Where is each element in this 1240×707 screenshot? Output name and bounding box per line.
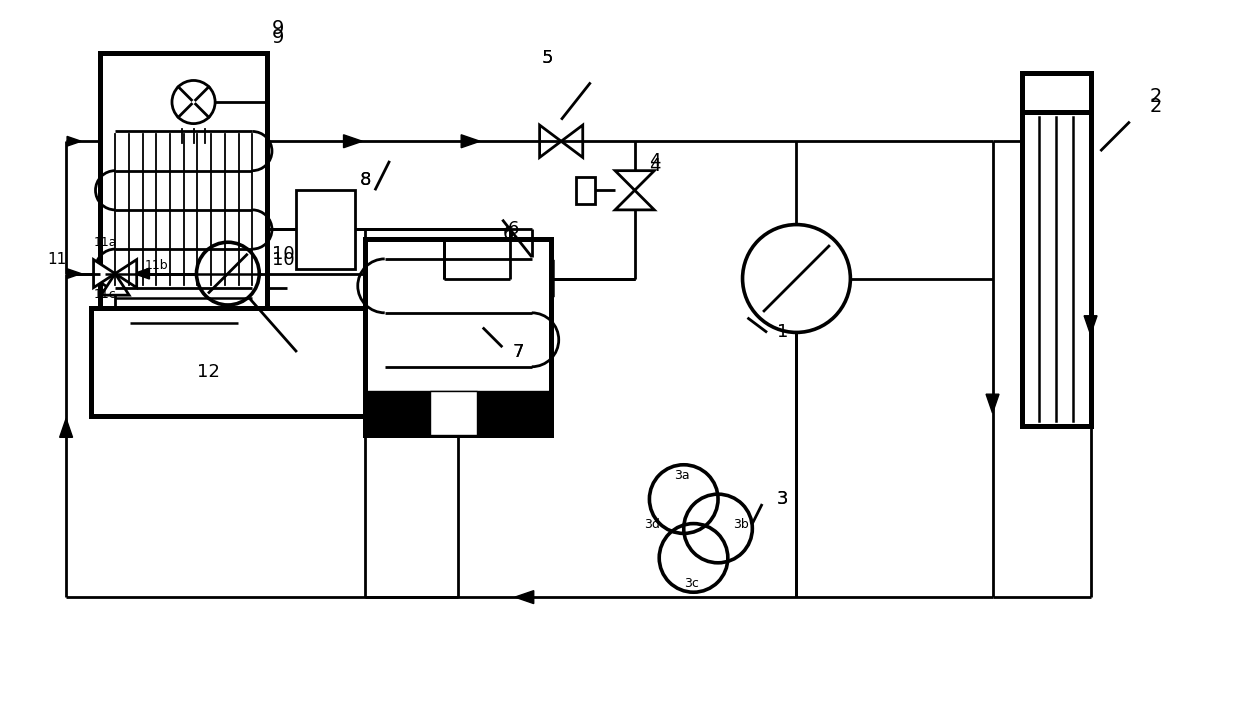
Text: 10: 10 [272, 245, 295, 263]
Text: 8: 8 [360, 171, 372, 189]
Text: 5: 5 [542, 49, 553, 67]
Text: 11b: 11b [145, 259, 169, 271]
Text: 12: 12 [197, 363, 219, 380]
Bar [1022, 73, 1090, 426]
Text: 6: 6 [502, 226, 513, 243]
Polygon shape [615, 170, 655, 190]
Text: 9: 9 [272, 28, 284, 47]
Bar [575, 177, 595, 204]
Text: 5: 5 [542, 49, 553, 67]
Polygon shape [615, 190, 655, 210]
Bar [91, 308, 365, 416]
Polygon shape [461, 135, 480, 148]
Text: 3b: 3b [733, 518, 749, 532]
Polygon shape [510, 262, 532, 295]
Polygon shape [1084, 316, 1097, 334]
Polygon shape [134, 268, 150, 279]
Text: 11: 11 [47, 252, 66, 267]
Bar [365, 239, 552, 436]
Polygon shape [67, 269, 81, 279]
Text: 3d: 3d [645, 518, 661, 532]
Text: 3a: 3a [673, 469, 689, 482]
Bar [430, 391, 477, 436]
Text: 10: 10 [272, 251, 295, 269]
Bar [296, 190, 356, 269]
Text: 1: 1 [776, 323, 789, 341]
Polygon shape [67, 136, 81, 146]
Polygon shape [539, 125, 562, 158]
Bar [365, 391, 552, 436]
Text: 3c: 3c [683, 578, 698, 590]
Text: 2: 2 [1149, 97, 1162, 116]
Polygon shape [115, 259, 136, 288]
Text: 7: 7 [512, 343, 523, 361]
Text: 11c: 11c [94, 288, 117, 301]
Text: 6: 6 [507, 221, 518, 238]
Polygon shape [515, 590, 533, 604]
Polygon shape [102, 274, 129, 295]
Text: 2: 2 [1149, 87, 1162, 106]
Text: 3: 3 [776, 490, 789, 508]
Polygon shape [532, 262, 553, 295]
Polygon shape [986, 395, 999, 413]
Polygon shape [93, 259, 115, 288]
Polygon shape [562, 125, 583, 158]
Text: 7: 7 [512, 343, 523, 361]
Text: 8: 8 [360, 171, 372, 189]
Polygon shape [343, 135, 362, 148]
Polygon shape [60, 419, 73, 438]
Bar [1022, 73, 1090, 112]
Text: 9: 9 [272, 19, 284, 38]
Text: 4: 4 [650, 157, 661, 175]
Text: 4: 4 [650, 152, 661, 170]
Text: 3: 3 [776, 490, 789, 508]
Text: 11a: 11a [93, 236, 117, 249]
Bar [100, 53, 267, 347]
